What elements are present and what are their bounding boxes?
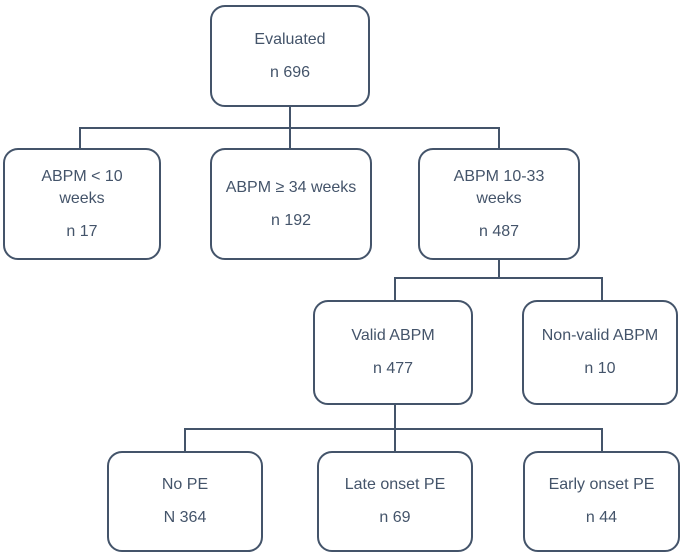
- node-count: n 477: [372, 360, 414, 377]
- node-evaluated: Evaluated n 696: [210, 5, 370, 107]
- node-label: Valid ABPM: [351, 327, 435, 344]
- node-abpm-ge-34: ABPM ≥ 34 weeks n 192: [210, 148, 372, 260]
- connector-level3-rail: [394, 277, 603, 279]
- node-label: ABPM 10-33 weeks: [453, 167, 545, 207]
- node-abpm-10-33: ABPM 10-33 weeks n 487: [418, 148, 580, 260]
- node-label: Late onset PE: [344, 476, 446, 493]
- node-label: No PE: [161, 476, 209, 493]
- node-valid-abpm: Valid ABPM n 477: [313, 300, 473, 405]
- node-count: n 44: [585, 509, 618, 526]
- node-label: Early onset PE: [548, 476, 655, 493]
- node-count: n 17: [66, 222, 98, 240]
- connector-level4-rail: [184, 428, 603, 430]
- node-count: n 487: [478, 222, 520, 240]
- connector-drop-non-valid-abpm: [601, 277, 603, 300]
- node-label: Evaluated: [254, 30, 326, 48]
- connector-drop-abpm-10-33: [498, 127, 500, 148]
- connector-drop-early-onset-pe: [601, 428, 603, 451]
- node-count: n 696: [269, 63, 311, 81]
- node-count: n 192: [270, 211, 312, 229]
- node-count: n 10: [584, 360, 616, 377]
- node-label: Non-valid ABPM: [541, 327, 659, 344]
- connector-drop-abpm-lt-10: [79, 127, 81, 148]
- node-count: N 364: [163, 509, 207, 526]
- node-no-pe: No PE N 364: [107, 451, 263, 552]
- connector-drop-abpm-ge-34: [289, 127, 291, 148]
- node-label: ABPM ≥ 34 weeks: [225, 178, 357, 196]
- node-abpm-lt-10: ABPM < 10 weeks n 17: [3, 148, 161, 260]
- connector-evaluated-stem: [289, 107, 291, 129]
- node-late-onset-pe: Late onset PE n 69: [317, 451, 473, 552]
- connector-drop-valid-abpm: [394, 277, 396, 300]
- connector-abpm-10-33-stem: [498, 260, 500, 279]
- node-label: ABPM < 10 weeks: [41, 167, 123, 207]
- connector-valid-abpm-stem: [394, 405, 396, 430]
- node-early-onset-pe: Early onset PE n 44: [523, 451, 680, 552]
- node-non-valid-abpm: Non-valid ABPM n 10: [522, 300, 678, 405]
- connector-drop-no-pe: [184, 428, 186, 451]
- node-count: n 69: [379, 509, 411, 526]
- connector-drop-late-onset-pe: [394, 428, 396, 451]
